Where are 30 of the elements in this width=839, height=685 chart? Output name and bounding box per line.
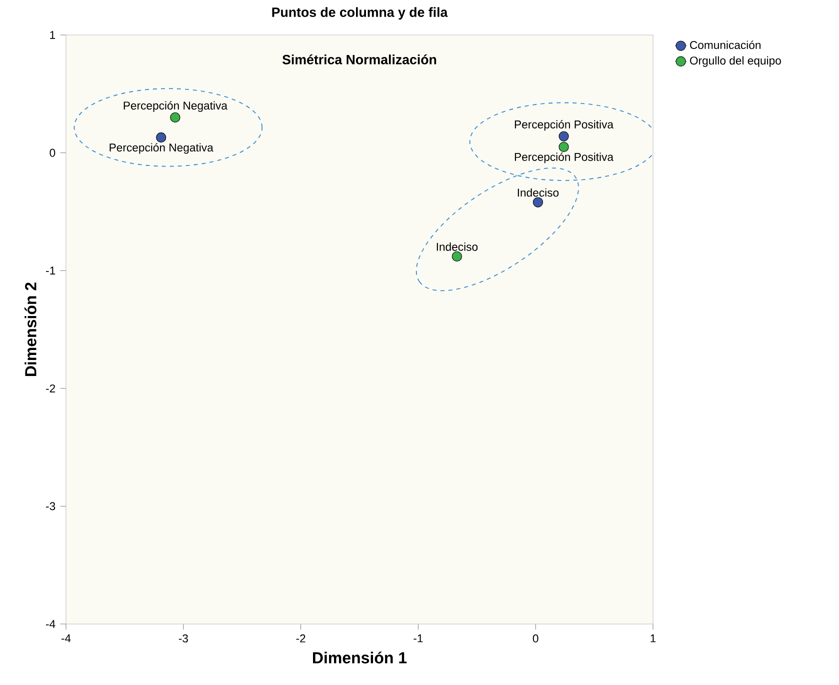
legend-label: Comunicación bbox=[690, 40, 761, 50]
x-tick-label: -2 bbox=[296, 634, 306, 642]
point bbox=[558, 131, 569, 142]
y-tick-label: -2 bbox=[46, 384, 56, 392]
x-tick-label: -4 bbox=[61, 634, 71, 642]
text: Simétrica Normalización bbox=[282, 54, 436, 64]
annotation: Percepción Negativa bbox=[124, 101, 228, 112]
x-tick-label: -3 bbox=[178, 634, 188, 642]
point bbox=[558, 142, 569, 152]
legend-label: Orgullo del equipo bbox=[690, 56, 781, 67]
y-tick-label: -4 bbox=[46, 620, 56, 628]
annotation: Indeciso bbox=[518, 188, 559, 197]
x-axis-title: Dimensión 1 bbox=[313, 652, 407, 664]
y-tick-label: -1 bbox=[46, 266, 56, 274]
point bbox=[156, 132, 166, 143]
chart-title: Puntos de columna y de fila bbox=[272, 7, 448, 20]
annotation: Percepción Negativa bbox=[110, 143, 214, 154]
x-tick-label: 1 bbox=[650, 634, 656, 642]
annotation: Percepción Positiva bbox=[514, 152, 614, 164]
y-axis-title: Dimensión 2 bbox=[24, 282, 36, 376]
x-tick-label: 0 bbox=[532, 634, 538, 642]
annotation: Indeciso bbox=[436, 242, 478, 251]
y-tick-label: 0 bbox=[50, 148, 56, 157]
x-tick-label: -1 bbox=[414, 634, 423, 642]
point bbox=[170, 112, 180, 123]
point bbox=[532, 197, 544, 208]
y-tick-label: 1 bbox=[50, 31, 56, 39]
annotation: Percepción Positiva bbox=[514, 120, 614, 131]
point bbox=[452, 251, 462, 262]
y-tick-label: -3 bbox=[46, 502, 56, 510]
